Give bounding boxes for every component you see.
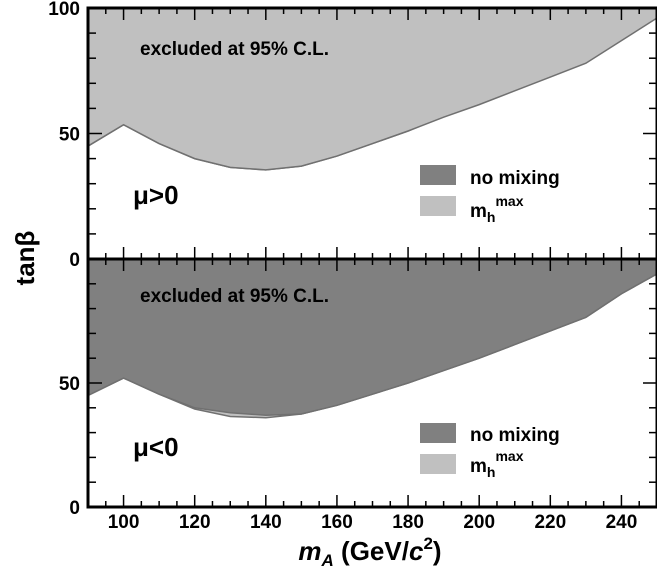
x-tick-label: 120 — [179, 512, 211, 533]
boundary-line-mhmax-top — [87, 17, 657, 171]
annotation-top: excluded at 95% C.L. — [140, 39, 329, 60]
x-tick-label: 200 — [463, 512, 495, 533]
panel-bottom: excluded at 95% C.L. μ<0 no mixing mhmax… — [59, 257, 657, 519]
excluded-area-mhmax-top — [88, 8, 657, 170]
y-tick-label-bot: 50 — [59, 374, 80, 395]
annotation-bottom: excluded at 95% C.L. — [140, 286, 329, 307]
legend-label-mhmax-top: mhmax — [470, 193, 524, 225]
legend-label-no-mixing-top: no mixing — [470, 168, 560, 189]
y-axis-label: tanβ — [10, 231, 40, 286]
y-tick-label-top: 100 — [48, 0, 80, 20]
y-tick-label-bot: 0 — [69, 498, 80, 519]
y-tick-label-top: 50 — [59, 125, 80, 146]
x-tick-label: 240 — [606, 512, 638, 533]
legend-label-no-mixing-bottom: no mixing — [470, 425, 560, 446]
x-tick-label: 140 — [250, 512, 282, 533]
condition-label-bottom: μ<0 — [133, 432, 179, 462]
legend-swatch-mhmax-top — [420, 196, 456, 216]
x-tick-labels: 100 120 140 160 180 200 220 240 — [108, 512, 638, 533]
x-tick-label: 180 — [392, 512, 424, 533]
excluded-areas-bottom — [87, 259, 657, 419]
legend-bottom: no mixing mhmax — [420, 423, 560, 480]
y-tick-label-top: 0 — [69, 250, 80, 271]
x-tick-label: 100 — [108, 512, 140, 533]
legend-top: no mixing mhmax — [420, 165, 560, 225]
legend-label-mhmax-bottom: mhmax — [470, 448, 524, 480]
boundary-line-no-mixing-bot — [87, 273, 657, 416]
legend-swatch-mhmax-bottom — [420, 454, 456, 474]
panel-top: excluded at 95% C.L. μ>0 no mixing mhmax… — [48, 0, 657, 271]
legend-swatch-no-mixing-top — [420, 165, 456, 185]
x-tick-label: 160 — [321, 512, 353, 533]
excluded-areas-top — [87, 8, 657, 171]
excluded-area-no-mixing-bot — [88, 259, 657, 416]
x-tick-label: 220 — [534, 512, 566, 533]
ticks-bottom — [88, 258, 657, 508]
x-axis-label: mA (GeV/c2) — [298, 534, 441, 570]
legend-swatch-no-mixing-bottom — [420, 423, 456, 443]
condition-label-top: μ>0 — [133, 180, 179, 210]
